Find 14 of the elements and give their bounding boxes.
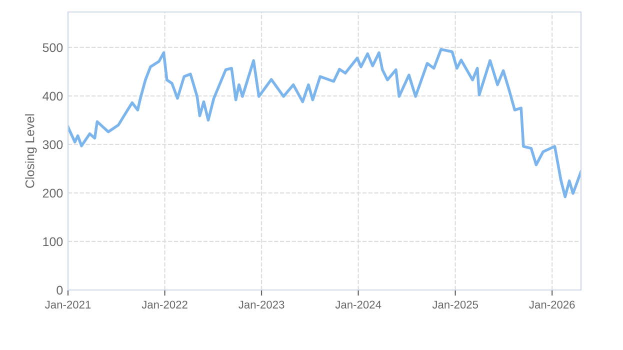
- x-tick-label: Jan-2021: [45, 300, 91, 309]
- x-tick-label: Jan-2023: [238, 300, 284, 309]
- y-tick-label: 300: [42, 140, 63, 150]
- y-tick-label: 400: [42, 92, 63, 101]
- y-tick-label: 500: [42, 43, 63, 52]
- y-tick-label: 0: [56, 286, 63, 295]
- line-series: [68, 48, 581, 198]
- y-tick-label: 100: [43, 237, 63, 246]
- x-tick-label: Jan-2025: [432, 300, 478, 309]
- y-tick-label: 200: [42, 188, 63, 198]
- x-tick-label: Jan-2026: [529, 300, 575, 309]
- y-axis-title: Closing Level: [25, 114, 37, 188]
- x-tick-label: Jan-2022: [142, 300, 188, 309]
- x-tick-label: Jan-2024: [335, 300, 382, 309]
